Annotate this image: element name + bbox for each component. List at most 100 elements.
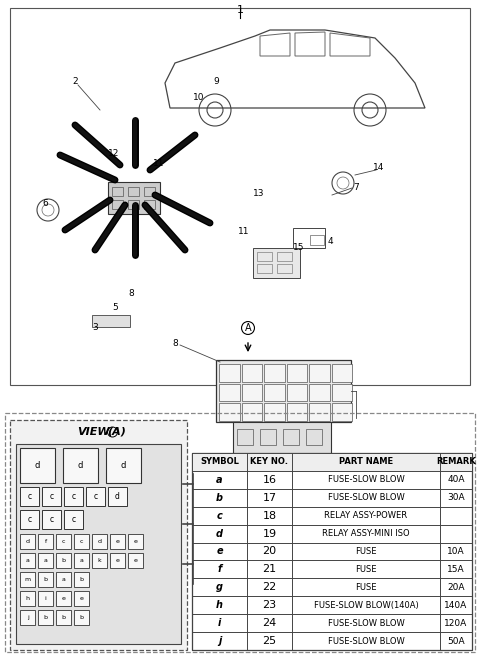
Bar <box>306 429 322 445</box>
Text: 10A: 10A <box>447 547 465 556</box>
Bar <box>64 487 83 506</box>
Bar <box>16 444 181 644</box>
Bar <box>56 553 71 568</box>
Bar <box>20 487 39 506</box>
Text: 5: 5 <box>112 304 118 313</box>
Bar <box>128 534 143 549</box>
Bar <box>74 610 89 625</box>
Bar <box>287 364 307 382</box>
Bar <box>74 572 89 587</box>
Text: e: e <box>133 539 137 544</box>
Text: 20A: 20A <box>447 583 465 592</box>
Text: 3: 3 <box>92 323 98 332</box>
Text: e: e <box>133 558 137 563</box>
Text: 40A: 40A <box>447 476 465 484</box>
Text: 24: 24 <box>263 618 276 628</box>
Bar <box>108 182 160 214</box>
Bar <box>233 422 331 454</box>
Text: c: c <box>80 539 83 544</box>
Bar <box>92 534 107 549</box>
Bar <box>128 553 143 568</box>
Bar <box>112 200 123 209</box>
Text: 50A: 50A <box>447 637 465 646</box>
Text: d: d <box>216 529 223 539</box>
Text: 8: 8 <box>172 338 178 348</box>
Bar <box>241 403 262 421</box>
Bar <box>144 200 155 209</box>
Text: 120A: 120A <box>444 619 468 627</box>
Text: b: b <box>80 615 84 620</box>
Text: d: d <box>97 539 101 544</box>
Text: d: d <box>25 539 29 544</box>
Text: c: c <box>72 515 75 524</box>
Text: c: c <box>216 510 222 521</box>
Text: 15A: 15A <box>447 565 465 574</box>
Text: c: c <box>62 539 65 544</box>
Bar <box>38 610 53 625</box>
Bar <box>56 610 71 625</box>
Bar <box>42 510 61 529</box>
Text: c: c <box>72 492 75 501</box>
Text: FUSE: FUSE <box>355 583 377 592</box>
Bar <box>112 187 123 196</box>
Bar <box>144 187 155 196</box>
Text: c: c <box>27 515 32 524</box>
Bar <box>110 534 125 549</box>
Text: c: c <box>27 492 32 501</box>
Bar <box>309 403 329 421</box>
Bar <box>20 553 35 568</box>
Bar <box>219 403 240 421</box>
Bar <box>42 487 61 506</box>
Text: 21: 21 <box>263 564 276 574</box>
Text: FUSE-SLOW BLOW: FUSE-SLOW BLOW <box>328 476 404 484</box>
Bar <box>74 591 89 606</box>
Text: 23: 23 <box>263 600 276 610</box>
Bar <box>264 364 285 382</box>
Bar <box>287 384 307 401</box>
Text: h: h <box>216 600 223 610</box>
Bar <box>64 510 83 529</box>
Bar <box>219 364 240 382</box>
Text: d: d <box>121 461 126 470</box>
Bar <box>128 187 139 196</box>
Bar <box>192 453 472 471</box>
Text: h: h <box>25 596 29 601</box>
Bar <box>253 248 300 278</box>
Bar <box>20 510 39 529</box>
Bar <box>293 228 325 248</box>
Text: FUSE: FUSE <box>355 547 377 556</box>
Text: a: a <box>44 558 48 563</box>
Text: e: e <box>61 596 65 601</box>
Text: b: b <box>44 577 48 582</box>
Text: REMARK: REMARK <box>436 457 476 466</box>
Bar <box>332 364 352 382</box>
Text: RELAY ASSY-MINI ISO: RELAY ASSY-MINI ISO <box>322 529 410 538</box>
Text: 1: 1 <box>237 5 243 15</box>
Bar <box>38 534 53 549</box>
Text: c: c <box>49 492 54 501</box>
Text: 14: 14 <box>373 164 384 173</box>
Text: j: j <box>26 615 28 620</box>
Text: 2: 2 <box>72 78 78 87</box>
Bar <box>257 252 272 261</box>
Bar <box>216 360 351 422</box>
Text: i: i <box>218 618 221 628</box>
Text: f: f <box>45 539 47 544</box>
Bar <box>287 403 307 421</box>
Bar <box>309 364 329 382</box>
Text: 17: 17 <box>263 493 276 503</box>
Text: e: e <box>116 558 120 563</box>
Text: e: e <box>216 547 223 556</box>
Bar <box>310 235 324 245</box>
Text: c: c <box>94 492 97 501</box>
Text: A: A <box>245 323 252 333</box>
Text: m: m <box>24 577 31 582</box>
Text: b: b <box>61 558 65 563</box>
Bar <box>283 429 299 445</box>
Text: e: e <box>80 596 84 601</box>
Text: 19: 19 <box>263 529 276 539</box>
Bar <box>277 252 292 261</box>
Text: b: b <box>61 615 65 620</box>
Bar <box>63 448 98 483</box>
Text: FUSE: FUSE <box>355 565 377 574</box>
